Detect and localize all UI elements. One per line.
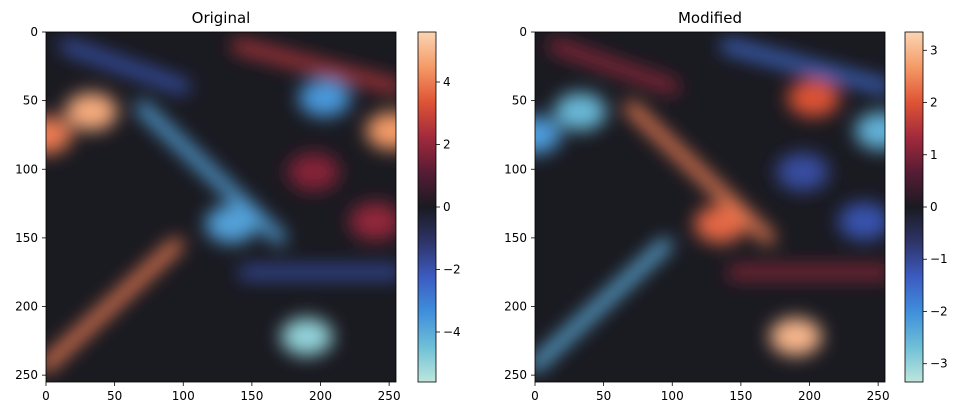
colorbar-tick-label: 3 — [930, 43, 938, 57]
x-tick-label: 50 — [596, 389, 611, 403]
colorbar-tick-label: 4 — [443, 75, 451, 89]
plot-frame — [45, 31, 397, 383]
x-tick-label: 200 — [798, 389, 821, 403]
colorbar-tick-label: −1 — [930, 252, 948, 266]
heatmap-image — [535, 32, 885, 382]
filament — [549, 39, 679, 94]
y-tick-label: 150 — [15, 231, 38, 245]
vortex — [46, 115, 72, 154]
colorbar: 4 2 0 −2 −4 — [417, 31, 461, 383]
vortex — [287, 153, 340, 191]
vortex — [694, 205, 747, 244]
x-tick-label: 150 — [240, 389, 263, 403]
colorbar-tick-label: 0 — [930, 200, 938, 214]
vortex — [205, 205, 258, 244]
vortex — [280, 317, 333, 356]
plot-frame — [534, 31, 886, 383]
panel-modified: Modified 0 50 100 150 200 250 0 50 100 150 200 250… — [504, 9, 948, 403]
colorbar: 3 2 1 0 −1 −2 −3 — [904, 31, 948, 383]
vortex — [776, 153, 829, 191]
colorbar-tick-label: 2 — [443, 138, 451, 152]
x-tick-label: 200 — [309, 389, 332, 403]
colorbar-tick-label: 0 — [443, 200, 451, 214]
filament — [60, 39, 190, 94]
y-tick-label: 50 — [23, 94, 38, 108]
x-tick-label: 0 — [42, 389, 50, 403]
vortex — [349, 202, 396, 241]
y-tick-label: 250 — [504, 368, 527, 382]
vortex — [854, 111, 885, 150]
y-axis: 0 50 100 150 200 250 — [504, 25, 535, 382]
y-axis: 0 50 100 150 200 250 — [15, 25, 46, 382]
filament — [624, 100, 775, 245]
x-tick-label: 250 — [867, 389, 890, 403]
vortex — [298, 78, 351, 117]
colorbar-gradient — [417, 31, 437, 383]
y-tick-label: 100 — [15, 162, 38, 176]
colorbar-tick-label: −2 — [443, 263, 461, 277]
vortex — [554, 92, 607, 131]
x-tick-label: 150 — [729, 389, 752, 403]
colorbar-tick-label: −3 — [930, 357, 948, 371]
colorbar-tick-label: −4 — [443, 325, 461, 339]
y-tick-label: 250 — [15, 368, 38, 382]
heatmap-image — [46, 32, 396, 382]
x-tick-label: 250 — [378, 389, 401, 403]
vortex — [365, 111, 396, 150]
x-axis: 0 50 100 150 200 250 — [531, 382, 890, 403]
filament — [535, 238, 672, 373]
panel-title: Original — [192, 9, 251, 27]
filament — [46, 238, 183, 373]
panel-original: Original 0 50 100 150 200 250 0 50 100 150 200 250… — [15, 9, 461, 403]
y-tick-label: 0 — [30, 25, 38, 39]
x-tick-label: 100 — [661, 389, 684, 403]
vortex — [535, 115, 561, 154]
panel-title: Modified — [678, 9, 742, 27]
x-tick-label: 100 — [172, 389, 195, 403]
y-tick-label: 150 — [504, 231, 527, 245]
colorbar-tick-label: −2 — [930, 304, 948, 318]
vortex — [65, 92, 118, 131]
x-tick-label: 0 — [531, 389, 539, 403]
y-tick-label: 100 — [504, 162, 527, 176]
vortex — [838, 202, 885, 241]
y-tick-label: 200 — [15, 300, 38, 314]
y-tick-label: 0 — [519, 25, 527, 39]
filament — [231, 39, 396, 94]
x-axis: 0 50 100 150 200 250 — [42, 382, 401, 403]
filament — [135, 100, 286, 245]
vortex — [787, 78, 840, 117]
y-tick-label: 200 — [504, 300, 527, 314]
colorbar-tick-label: 1 — [930, 148, 938, 162]
filament — [720, 39, 885, 94]
colorbar-tick-label: 2 — [930, 96, 938, 110]
x-tick-label: 50 — [107, 389, 122, 403]
y-tick-label: 50 — [512, 94, 527, 108]
colorbar-gradient — [904, 31, 924, 383]
vortex — [769, 317, 822, 356]
